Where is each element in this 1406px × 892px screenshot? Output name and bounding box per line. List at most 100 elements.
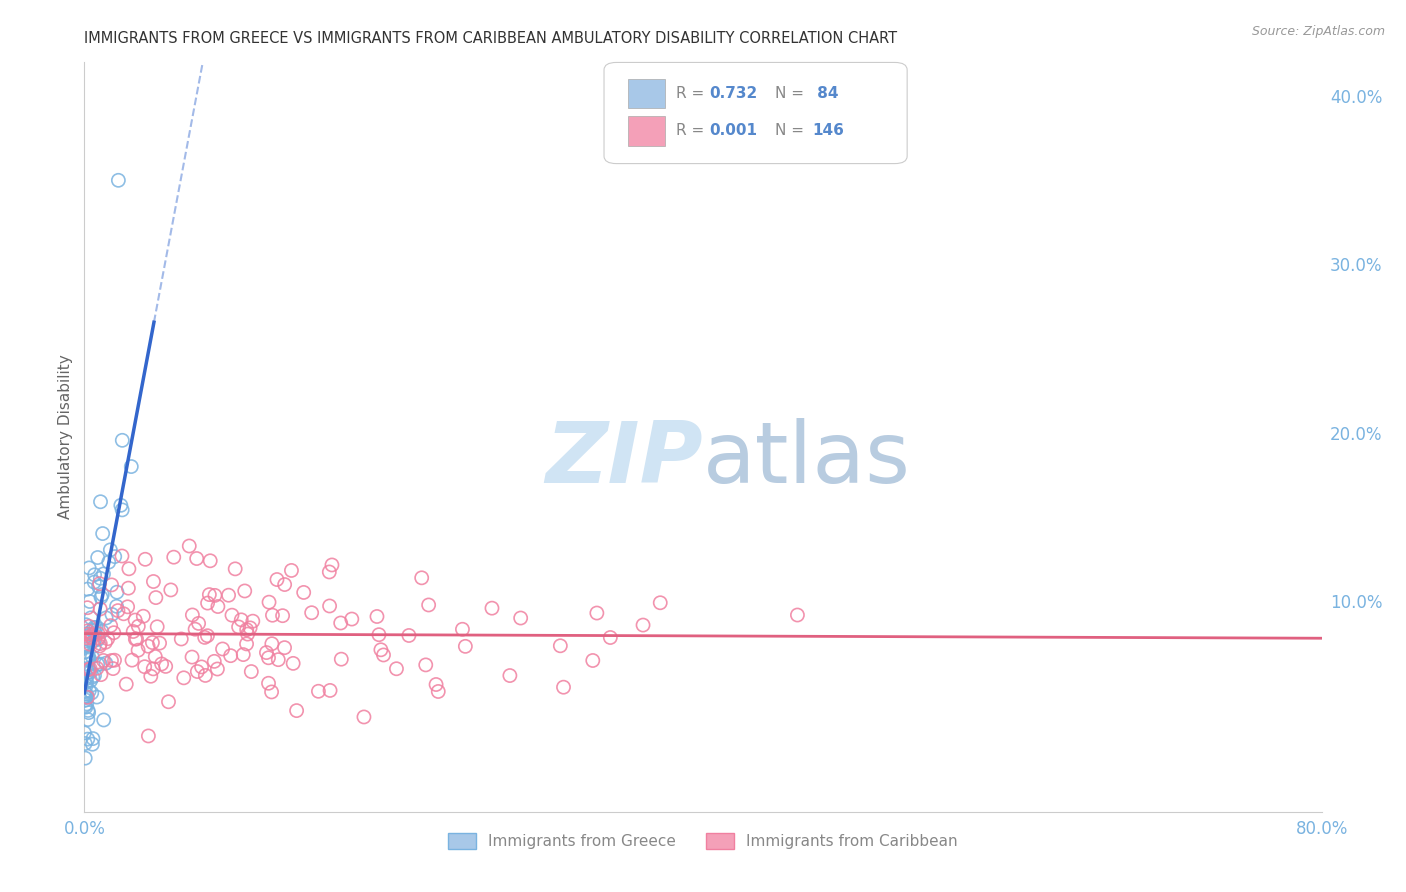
Point bbox=[82, 731, 104, 746]
Point bbox=[219, 648, 242, 663]
Point bbox=[292, 585, 315, 599]
Point bbox=[82, 624, 104, 638]
Point bbox=[80, 631, 103, 645]
Point bbox=[307, 684, 329, 698]
Point bbox=[115, 677, 138, 691]
Point bbox=[87, 626, 110, 640]
Point bbox=[373, 648, 395, 662]
Point bbox=[75, 751, 97, 765]
Point bbox=[76, 582, 98, 596]
FancyBboxPatch shape bbox=[605, 62, 907, 163]
Point bbox=[77, 561, 100, 575]
Point bbox=[148, 636, 170, 650]
Y-axis label: Ambulatory Disability: Ambulatory Disability bbox=[58, 355, 73, 519]
Point bbox=[786, 607, 808, 622]
Point bbox=[77, 619, 100, 633]
Point bbox=[79, 637, 101, 651]
Point bbox=[425, 677, 447, 691]
Point bbox=[260, 685, 283, 699]
Point bbox=[75, 627, 97, 641]
Point bbox=[76, 651, 98, 665]
Point bbox=[451, 622, 474, 636]
Point bbox=[142, 662, 165, 676]
Point bbox=[75, 690, 97, 704]
Point bbox=[319, 683, 342, 698]
Point bbox=[87, 579, 110, 593]
Point bbox=[111, 549, 134, 563]
Point bbox=[90, 591, 112, 605]
Point bbox=[366, 609, 388, 624]
Point bbox=[122, 624, 145, 639]
Point bbox=[76, 732, 98, 747]
Point bbox=[257, 676, 280, 690]
Point bbox=[481, 601, 503, 615]
Point bbox=[101, 662, 124, 676]
Point bbox=[93, 566, 115, 581]
Point bbox=[329, 615, 352, 630]
Point bbox=[77, 665, 100, 680]
Point bbox=[260, 637, 283, 651]
Point bbox=[163, 550, 186, 565]
Point bbox=[75, 679, 97, 693]
Point bbox=[138, 729, 160, 743]
Point bbox=[145, 591, 167, 605]
Point bbox=[198, 588, 221, 602]
Point bbox=[499, 668, 522, 682]
Point bbox=[112, 607, 135, 621]
Point bbox=[76, 638, 98, 652]
Point bbox=[240, 665, 263, 679]
Point bbox=[170, 632, 193, 646]
Point bbox=[184, 622, 207, 636]
Point bbox=[242, 614, 264, 628]
Point bbox=[200, 554, 222, 568]
Point bbox=[194, 631, 217, 645]
Point bbox=[159, 582, 181, 597]
Point bbox=[94, 635, 117, 649]
Point bbox=[257, 650, 280, 665]
Point bbox=[77, 661, 100, 675]
Point bbox=[599, 631, 621, 645]
Point bbox=[235, 623, 257, 637]
Point bbox=[509, 611, 531, 625]
Point bbox=[318, 565, 340, 579]
Point bbox=[411, 571, 433, 585]
Point bbox=[76, 634, 98, 648]
Point bbox=[73, 645, 96, 659]
Text: 146: 146 bbox=[811, 123, 844, 138]
Point bbox=[77, 651, 100, 665]
Point bbox=[80, 686, 103, 700]
Point bbox=[127, 619, 149, 633]
Point bbox=[266, 573, 288, 587]
Point bbox=[127, 643, 149, 657]
Point bbox=[75, 737, 97, 751]
Point bbox=[141, 635, 163, 649]
Point bbox=[86, 690, 108, 704]
Point bbox=[110, 498, 132, 512]
Text: R =: R = bbox=[676, 123, 709, 138]
Point bbox=[76, 631, 98, 645]
Point bbox=[84, 625, 107, 640]
Point bbox=[207, 599, 229, 614]
Point bbox=[77, 651, 100, 665]
Point bbox=[385, 662, 408, 676]
Point bbox=[134, 552, 156, 566]
Point bbox=[80, 630, 103, 644]
Point bbox=[271, 608, 294, 623]
Point bbox=[83, 668, 105, 682]
Point bbox=[101, 607, 124, 622]
Point bbox=[79, 665, 101, 680]
Point bbox=[75, 645, 97, 659]
Point bbox=[89, 571, 111, 585]
Point bbox=[155, 659, 177, 673]
Point bbox=[100, 653, 122, 667]
Point bbox=[368, 628, 391, 642]
Point bbox=[77, 627, 100, 641]
Point bbox=[77, 703, 100, 717]
Point bbox=[186, 665, 208, 679]
Point bbox=[283, 657, 305, 671]
Point bbox=[100, 578, 122, 592]
Point bbox=[125, 632, 148, 646]
FancyBboxPatch shape bbox=[627, 78, 665, 108]
Point bbox=[187, 616, 209, 631]
Point bbox=[273, 640, 295, 655]
